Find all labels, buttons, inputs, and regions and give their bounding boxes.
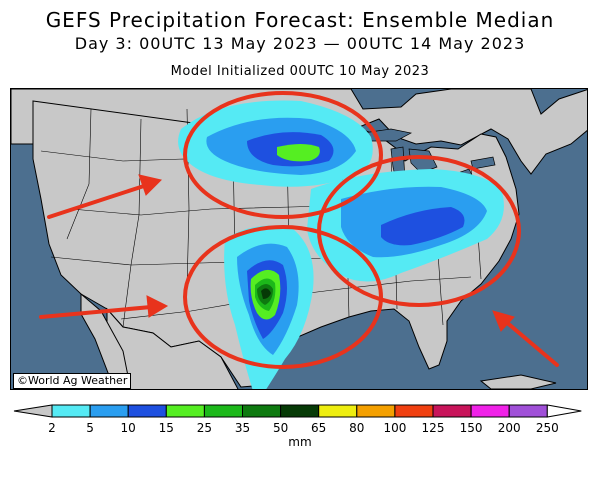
map-svg — [11, 89, 587, 389]
legend-color-box-1 — [89, 404, 129, 418]
legend-color-box-6 — [280, 404, 320, 418]
annotation-arrow-southeast — [503, 319, 559, 367]
annotation-circle-north — [183, 91, 383, 219]
legend-tick-label: 80 — [349, 421, 365, 435]
legend-tick-label: 125 — [421, 421, 445, 435]
map-title: GEFS Precipitation Forecast: Ensemble Me… — [45, 8, 555, 32]
legend-tick-label: 100 — [383, 421, 407, 435]
legend-tick-label: 250 — [535, 421, 559, 435]
legend-tick-label: 2 — [48, 421, 56, 435]
legend-color-box-8 — [356, 404, 396, 418]
legend-color-box-5 — [242, 404, 282, 418]
legend-tick-label: 200 — [497, 421, 521, 435]
legend-color-box-12 — [508, 404, 548, 418]
legend-tick-label: 50 — [272, 421, 289, 435]
baja-land — [80, 292, 132, 389]
legend-tick-label: 5 — [86, 421, 94, 435]
annotation-arrow-west-north — [47, 183, 149, 219]
legend-over-triangle — [546, 404, 582, 418]
legend-color-box-2 — [127, 404, 167, 418]
legend-tick-label: 150 — [459, 421, 483, 435]
legend-tick-label: 25 — [196, 421, 213, 435]
cuba-land — [479, 374, 557, 389]
legend-units: mm — [288, 435, 312, 449]
annotation-circle-south — [183, 225, 383, 369]
legend-color-box-7 — [318, 404, 358, 418]
precip-north-plains — [178, 100, 373, 187]
legend-tick-label: 35 — [234, 421, 251, 435]
annotations — [39, 91, 559, 369]
annotation-arrow-west-south — [39, 305, 153, 319]
legend-tick-label: 15 — [158, 421, 174, 435]
legend-color-box-10 — [432, 404, 472, 418]
legend-tick-label: 10 — [120, 421, 136, 435]
legend-tick-label: 65 — [311, 421, 327, 435]
credit-label: ©World Ag Weather — [13, 373, 132, 389]
legend-color-box-9 — [394, 404, 434, 418]
legend-color-box-3 — [165, 404, 205, 418]
legend-color-box-4 — [203, 404, 243, 418]
color-scale-legend — [13, 404, 582, 418]
precipitation-map — [10, 88, 588, 390]
valid-period: Day 3: 00UTC 13 May 2023 — 00UTC 14 May … — [74, 34, 526, 53]
model-init: Model Initialized 00UTC 10 May 2023 — [170, 64, 430, 79]
legend-under-triangle — [13, 404, 53, 418]
precip-east — [307, 169, 504, 282]
legend-color-box-0 — [51, 404, 91, 418]
legend-color-box-11 — [470, 404, 510, 418]
precip-south-plains — [224, 225, 314, 389]
